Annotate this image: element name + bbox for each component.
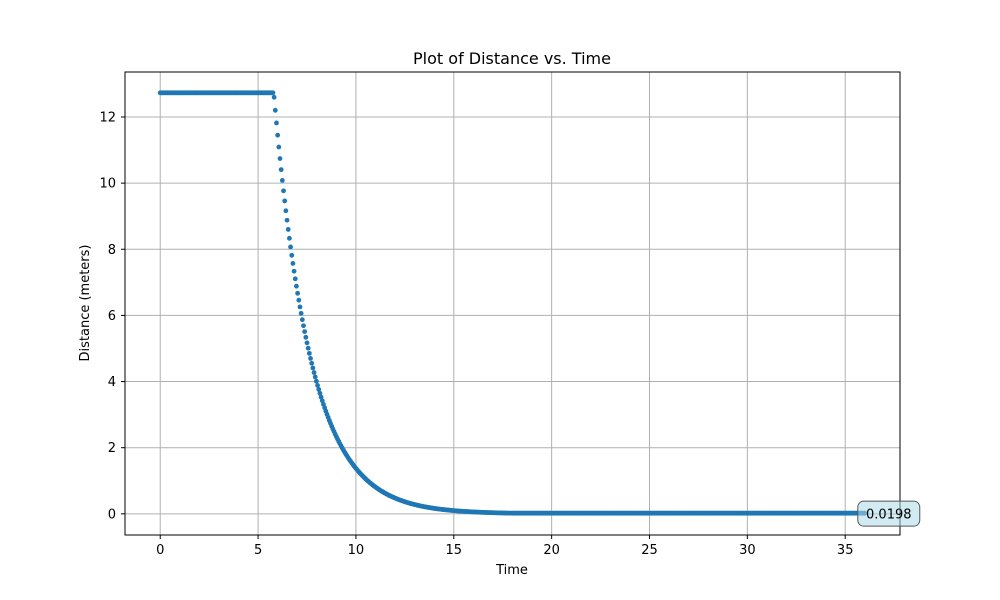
annotation-label: 0.0198 (866, 508, 912, 523)
data-point (272, 107, 278, 113)
data-point (291, 268, 297, 274)
data-point (306, 350, 312, 356)
data-point (284, 217, 290, 223)
data-point (308, 355, 313, 361)
data-point (311, 370, 317, 375)
grid-lines (125, 72, 900, 535)
data-point (276, 144, 282, 150)
data-point (270, 90, 276, 96)
x-tick-label: 25 (641, 543, 658, 558)
data-point (298, 310, 304, 316)
axis-ticks: 0 5 10 15 20 25 30 35 0 2 4 6 8 10 12 (99, 110, 853, 558)
annotation-box (857, 500, 921, 527)
data-point (286, 235, 292, 241)
data-point (288, 244, 293, 250)
data-point (318, 394, 324, 400)
data-point (303, 334, 309, 340)
data-point (289, 252, 295, 258)
data-point (296, 297, 302, 303)
data-point (295, 290, 301, 296)
chart-title: Plot of Distance vs. Time (413, 49, 611, 68)
data-point (299, 317, 305, 323)
data-point (292, 276, 298, 282)
data-points (157, 90, 868, 516)
data-point (279, 178, 285, 183)
data-point (301, 323, 306, 329)
data-point (275, 132, 281, 138)
x-tick-label: 15 (446, 543, 463, 558)
x-tick-label: 35 (837, 543, 854, 558)
x-tick-label: 0 (156, 543, 164, 558)
x-tick-label: 30 (739, 543, 756, 558)
x-tick-label: 10 (348, 543, 365, 558)
data-point (312, 374, 318, 380)
data-point (285, 227, 291, 232)
data-point (297, 304, 303, 310)
data-point (314, 378, 319, 384)
data-point (281, 188, 286, 194)
data-point (315, 382, 320, 388)
data-point (302, 329, 308, 335)
y-tick-label: 2 (108, 441, 116, 456)
data-point (294, 283, 299, 289)
data-point (309, 360, 315, 366)
y-tick-label: 6 (108, 309, 116, 324)
y-tick-label: 8 (108, 243, 116, 258)
x-tick-label: 20 (543, 543, 560, 558)
plot-area (125, 72, 900, 535)
data-point (310, 365, 316, 371)
data-point (290, 260, 296, 266)
x-tick-label: 5 (254, 543, 262, 558)
value-annotation: 0.0198 (857, 500, 921, 527)
y-axis-title: Distance (meters) (78, 245, 93, 362)
y-tick-label: 0 (108, 507, 116, 522)
data-point (271, 94, 277, 100)
y-tick-label: 4 (108, 375, 116, 390)
data-point (277, 156, 283, 161)
data-point (278, 167, 284, 173)
y-tick-label: 10 (99, 177, 116, 192)
data-point (274, 120, 279, 126)
data-point (316, 387, 322, 392)
data-point (317, 390, 323, 396)
x-axis-title: Time (495, 563, 528, 578)
axes-frame (124, 71, 901, 536)
y-tick-label: 12 (99, 110, 116, 125)
data-point (283, 208, 289, 214)
data-point (304, 340, 310, 346)
data-point (282, 198, 288, 204)
data-point (305, 345, 311, 351)
